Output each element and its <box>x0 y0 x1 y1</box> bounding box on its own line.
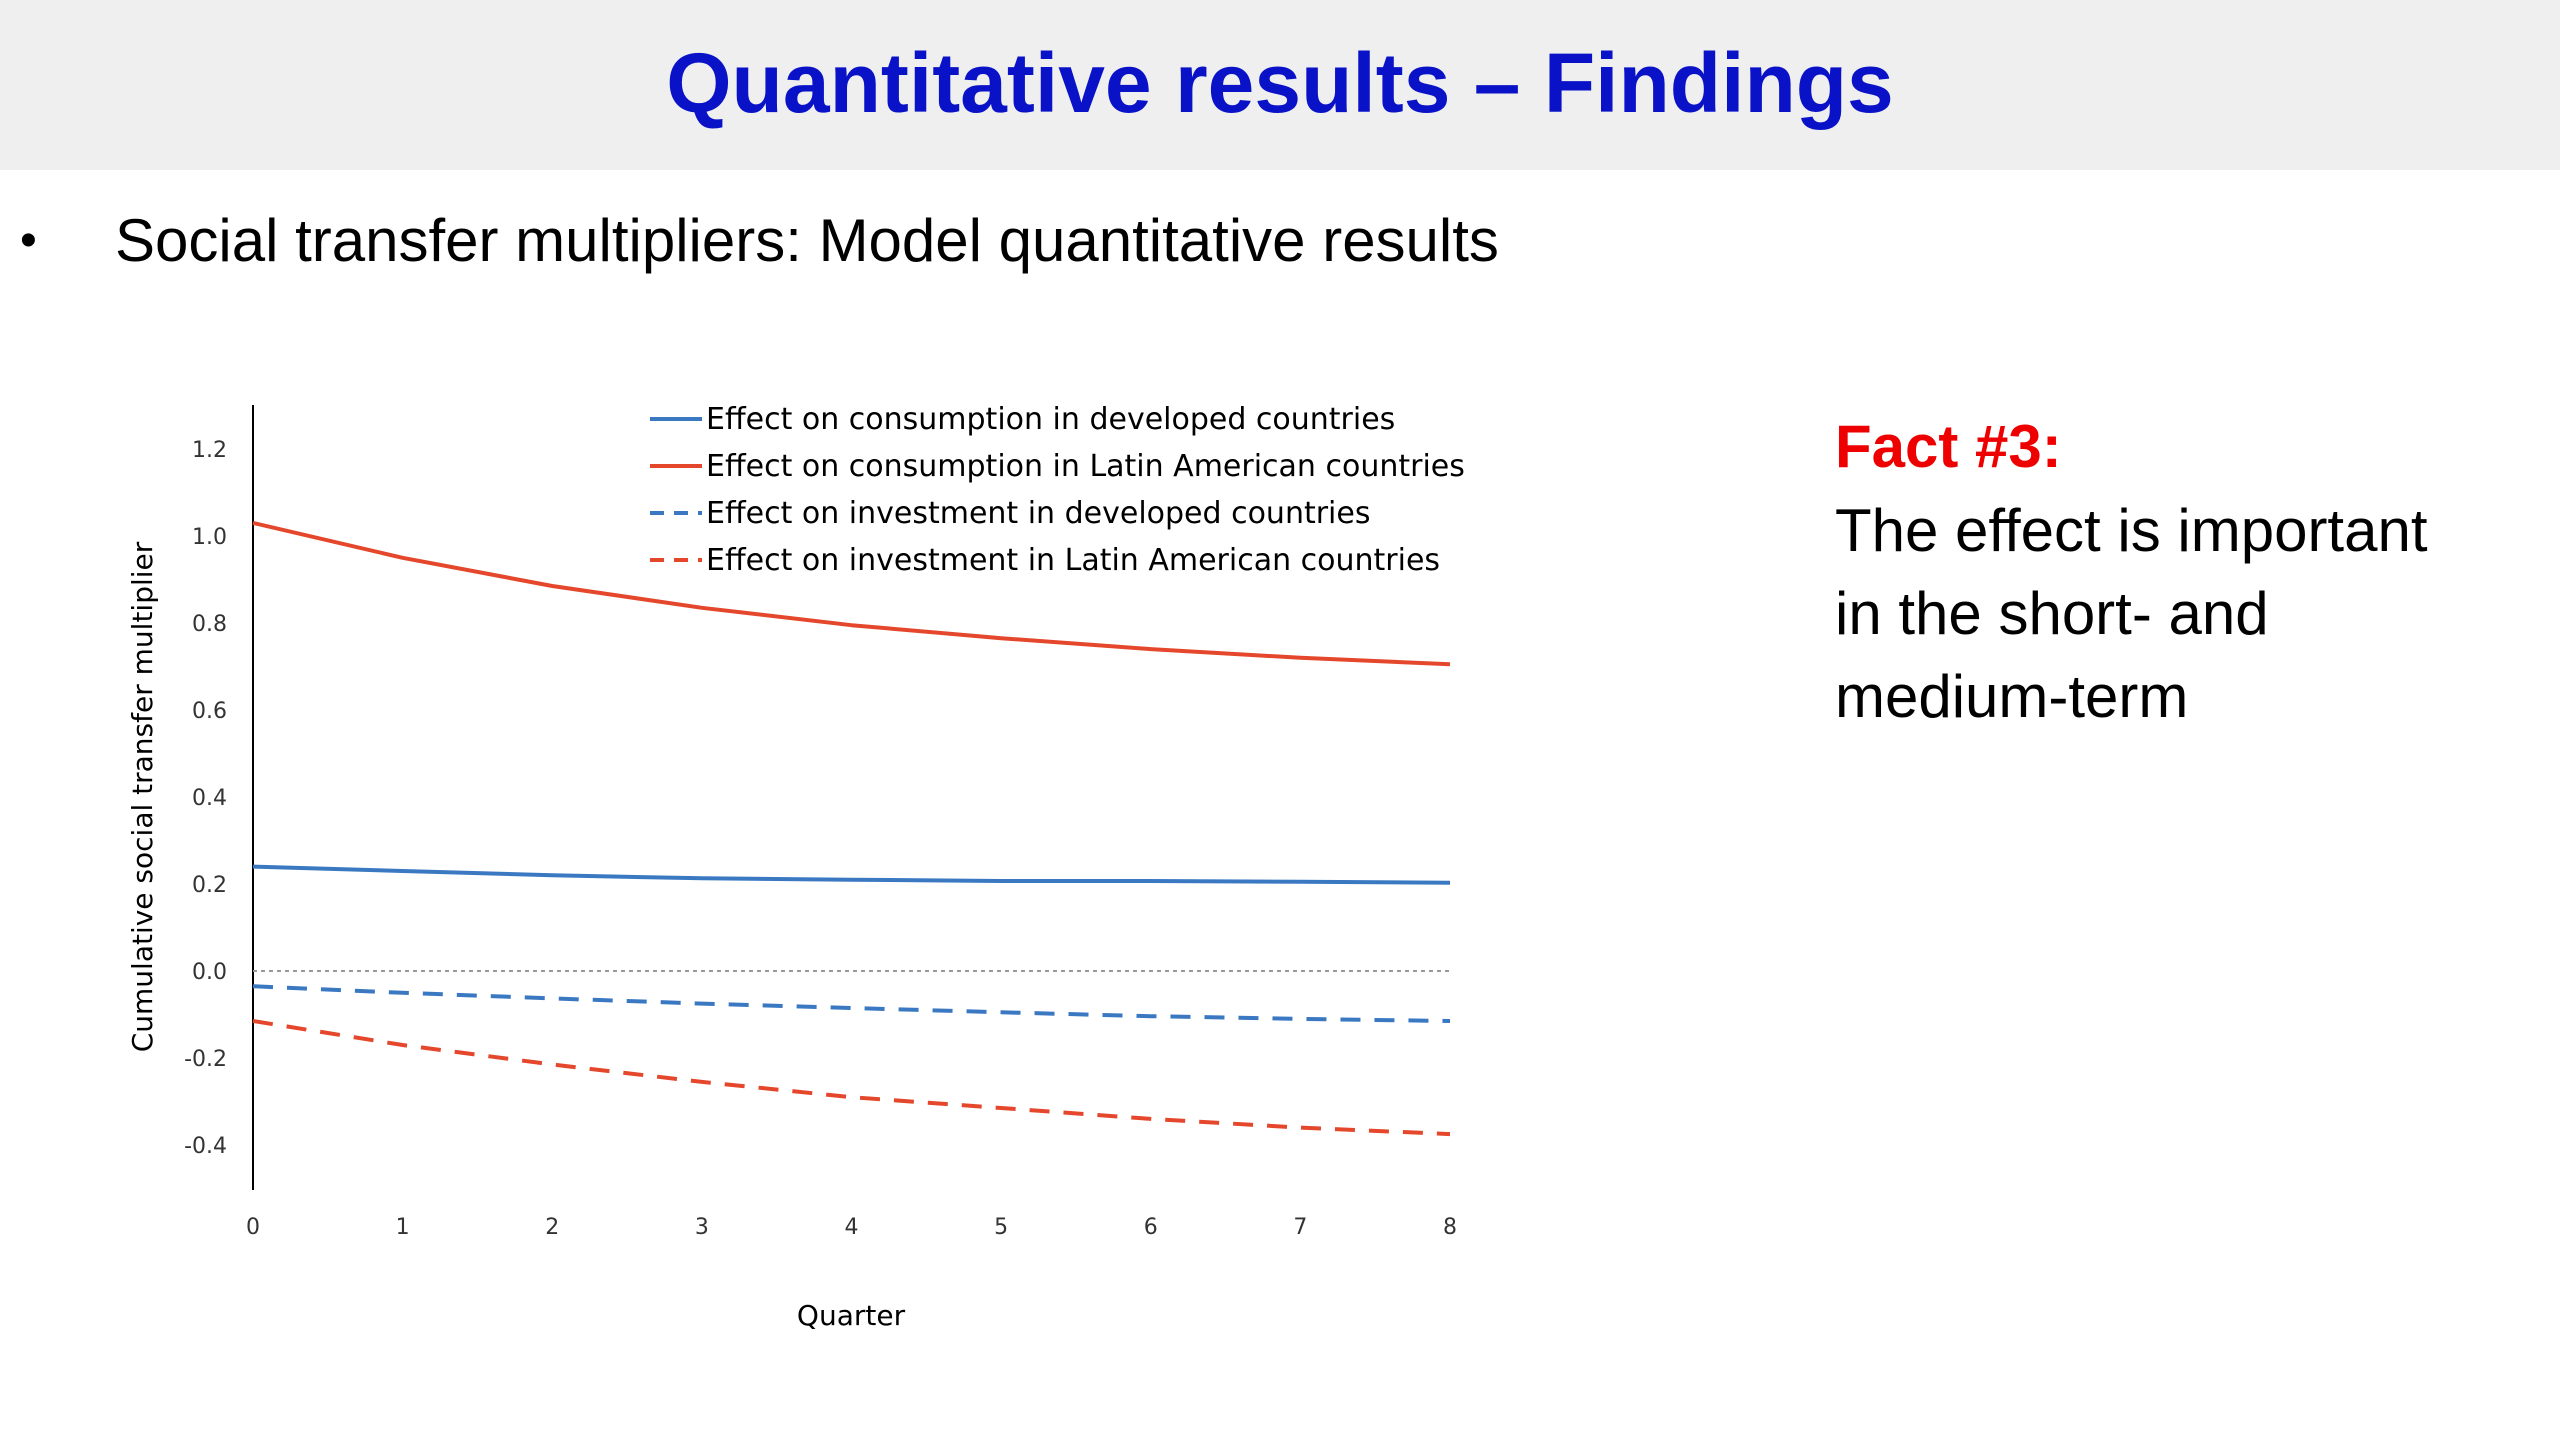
x-tick-label: 3 <box>695 1215 709 1240</box>
fact-body: The effect is important in the short- an… <box>1835 497 2428 730</box>
y-tick-label: -0.4 <box>184 1134 227 1159</box>
y-tick-label: 0.2 <box>192 873 227 898</box>
series-line-4 <box>252 1019 1451 1137</box>
bullet-icon: • <box>20 213 37 267</box>
slide-title: Quantitative results – Findings <box>666 36 1894 130</box>
x-tick-label: 1 <box>396 1215 410 1240</box>
y-tick-label: 0.8 <box>192 612 227 637</box>
fact-title: Fact #3: <box>1835 413 2062 480</box>
bullet-text: Social transfer multipliers: Model quant… <box>115 206 1499 274</box>
fact-callout: Fact #3: The effect is important in the … <box>1835 405 2535 738</box>
x-tick-label: 7 <box>1293 1215 1307 1240</box>
y-axis-title: Cumulative social transfer multiplier <box>126 541 159 1052</box>
bullet-item: • Social transfer multipliers: Model qua… <box>20 200 1499 280</box>
legend-label-2: Effect on consumption in Latin American … <box>706 449 1465 484</box>
y-tick-label: 0.4 <box>192 786 227 811</box>
y-tick-label: 1.0 <box>192 525 227 550</box>
x-tick-label: 6 <box>1144 1215 1158 1240</box>
y-tick-label: 0.6 <box>192 699 227 724</box>
y-tick-label: 1.2 <box>192 438 227 463</box>
x-tick-label: 5 <box>994 1215 1008 1240</box>
series-line-3 <box>252 984 1451 1023</box>
series-line-2 <box>252 520 1451 667</box>
series-line-1 <box>252 864 1451 885</box>
x-tick-label: 4 <box>845 1215 859 1240</box>
x-tick-label: 0 <box>246 1215 260 1240</box>
x-tick-label: 2 <box>545 1215 559 1240</box>
title-bar <box>0 0 2560 170</box>
x-axis-title: Quarter <box>797 1299 906 1332</box>
y-tick-label: -0.2 <box>184 1047 227 1072</box>
y-tick-label: 0.0 <box>192 960 227 985</box>
legend-label-1: Effect on consumption in developed count… <box>706 402 1395 437</box>
legend-label-3: Effect on investment in developed countr… <box>706 496 1370 531</box>
legend-label-4: Effect on investment in Latin American c… <box>706 543 1440 578</box>
x-tick-label: 8 <box>1443 1215 1457 1240</box>
